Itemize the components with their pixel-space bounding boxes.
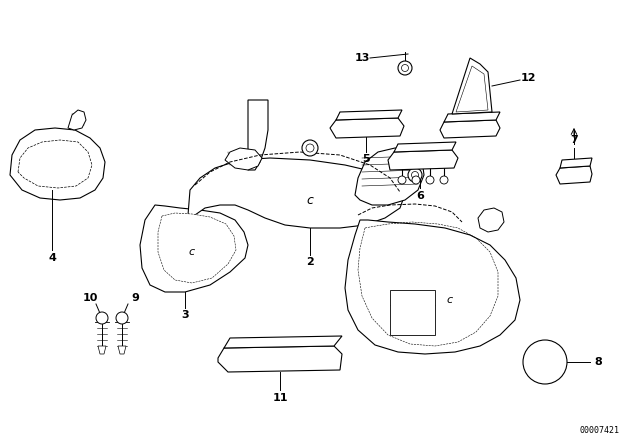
Polygon shape	[68, 110, 86, 130]
Polygon shape	[330, 118, 404, 138]
Circle shape	[426, 176, 434, 184]
Polygon shape	[118, 346, 126, 354]
Polygon shape	[98, 346, 106, 354]
Text: 7: 7	[570, 135, 578, 145]
Polygon shape	[336, 110, 402, 120]
Circle shape	[523, 340, 567, 384]
Circle shape	[401, 65, 408, 72]
Text: 8: 8	[594, 357, 602, 367]
Text: 9: 9	[131, 293, 139, 303]
Text: 6: 6	[416, 191, 424, 201]
Polygon shape	[440, 120, 500, 138]
Circle shape	[398, 61, 412, 75]
Polygon shape	[394, 142, 456, 152]
Text: 12: 12	[520, 73, 536, 83]
Polygon shape	[188, 158, 405, 228]
Text: 00007421: 00007421	[580, 426, 620, 435]
Polygon shape	[560, 158, 592, 168]
Circle shape	[96, 312, 108, 324]
Text: c: c	[189, 247, 195, 257]
Circle shape	[412, 172, 419, 178]
Polygon shape	[388, 150, 458, 170]
Text: 10: 10	[83, 293, 98, 303]
Circle shape	[398, 176, 406, 184]
Circle shape	[306, 144, 314, 152]
Text: c: c	[307, 194, 314, 207]
Text: 3: 3	[181, 310, 189, 320]
Polygon shape	[556, 166, 592, 184]
Polygon shape	[158, 213, 236, 283]
Circle shape	[412, 176, 420, 184]
Polygon shape	[444, 112, 500, 122]
Polygon shape	[478, 208, 504, 232]
Circle shape	[302, 140, 318, 156]
Circle shape	[440, 176, 448, 184]
Circle shape	[408, 168, 422, 182]
Text: 5: 5	[362, 154, 370, 164]
Polygon shape	[355, 148, 424, 205]
Text: 11: 11	[272, 393, 288, 403]
Polygon shape	[18, 140, 92, 188]
Polygon shape	[10, 128, 105, 200]
Circle shape	[116, 312, 128, 324]
Polygon shape	[140, 205, 248, 292]
Polygon shape	[224, 336, 342, 348]
Text: 2: 2	[306, 257, 314, 267]
Text: c: c	[447, 295, 453, 305]
Polygon shape	[345, 220, 520, 354]
Polygon shape	[390, 290, 435, 335]
Polygon shape	[225, 148, 262, 170]
Polygon shape	[218, 346, 342, 372]
Text: 13: 13	[355, 53, 370, 63]
Text: 4: 4	[48, 253, 56, 263]
Polygon shape	[456, 66, 488, 112]
Polygon shape	[248, 100, 268, 170]
Polygon shape	[452, 58, 492, 114]
